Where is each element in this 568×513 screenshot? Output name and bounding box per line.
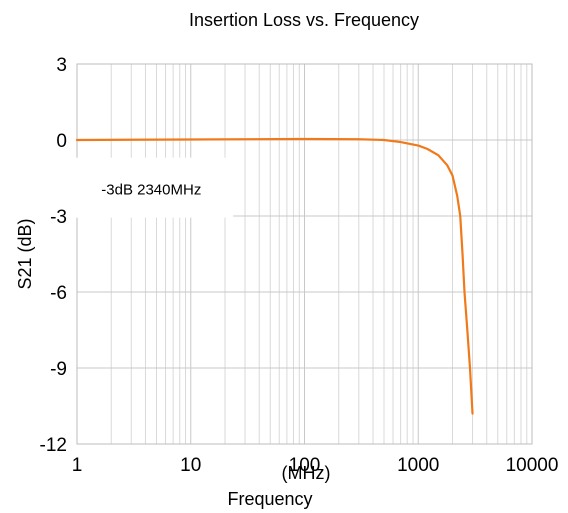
chart-title: Insertion Loss vs. Frequency — [189, 10, 419, 30]
annotation-group: -3dB 2340MHz — [69, 157, 234, 218]
x-tick-label: 1 — [72, 455, 83, 476]
y-tick-label: -3 — [50, 207, 67, 228]
y-tick-label: -12 — [40, 435, 67, 456]
annotation-background — [69, 157, 234, 218]
y-tick-labels: 3 0 -3 -6 -9 -12 — [40, 55, 67, 456]
grid — [76, 63, 532, 445]
series-line — [75, 137, 474, 415]
x-unit-label: (MHz) — [282, 463, 331, 483]
plot-frame — [76, 63, 533, 445]
x-axis-label: Frequency — [227, 489, 312, 509]
y-tick-label: 0 — [56, 131, 67, 152]
x-tick-labels: 1 10 100 1000 10000 — [72, 455, 559, 476]
y-tick-label: -9 — [50, 359, 67, 380]
x-tick-label: 100 — [289, 455, 321, 476]
y-tick-label: 3 — [56, 55, 67, 76]
x-tick-label: 10 — [180, 455, 201, 476]
series-group — [75, 137, 474, 415]
y-axis-label: S21 (dB) — [15, 218, 35, 289]
annotation-label: -3dB 2340MHz — [101, 182, 201, 199]
x-tick-label: 1000 — [397, 455, 439, 476]
x-tick-label: 10000 — [506, 455, 559, 476]
y-tick-label: -6 — [50, 283, 67, 304]
